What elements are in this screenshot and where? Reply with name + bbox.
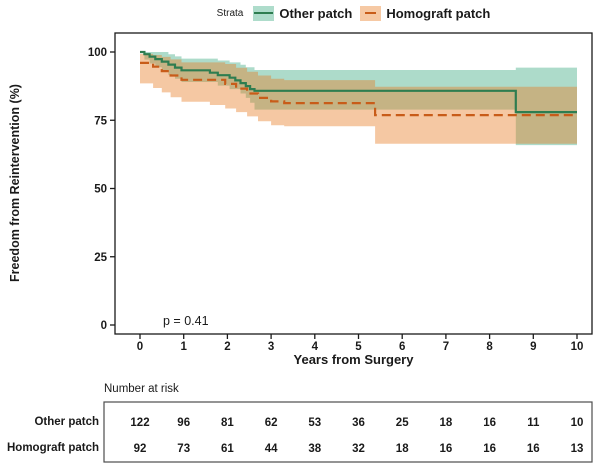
- risk-count-other-patch: 81: [221, 417, 234, 429]
- ci-band-homograft-patch: [140, 53, 577, 144]
- risk-count-homograft-patch: 38: [308, 443, 321, 455]
- risk-count-homograft-patch: 18: [396, 443, 409, 455]
- y-tick-label: 75: [94, 115, 107, 127]
- risk-row-label-other-patch: Other patch: [34, 416, 99, 428]
- legend-key-homograft-patch-icon: [360, 5, 382, 21]
- x-tick-label: 5: [355, 341, 362, 353]
- y-tick-label: 0: [101, 320, 107, 332]
- risk-count-other-patch: 25: [396, 417, 409, 429]
- legend-item-other-patch: Other patch: [253, 5, 353, 21]
- x-tick-label: 1: [180, 341, 187, 353]
- y-tick-label: 100: [88, 47, 107, 59]
- x-tick-label: 7: [443, 341, 449, 353]
- x-tick-label: 6: [399, 341, 405, 353]
- risk-table-title: Number at risk: [104, 383, 179, 395]
- risk-count-homograft-patch: 92: [134, 443, 147, 455]
- legend: Strata Other patch Homograft patch: [115, 3, 592, 23]
- risk-count-other-patch: 10: [571, 417, 584, 429]
- risk-count-other-patch: 122: [130, 417, 149, 429]
- survival-curve-homograft-patch: [140, 61, 577, 117]
- risk-count-other-patch: 53: [308, 417, 321, 429]
- risk-row-label-homograft-patch: Homograft patch: [7, 442, 99, 454]
- risk-count-homograft-patch: 61: [221, 443, 234, 455]
- risk-count-homograft-patch: 16: [483, 443, 496, 455]
- x-tick-label: 2: [224, 341, 230, 353]
- risk-count-other-patch: 11: [527, 417, 540, 429]
- x-tick-label: 10: [571, 341, 584, 353]
- x-tick-label: 0: [137, 341, 143, 353]
- legend-key-other-patch-icon: [253, 5, 275, 21]
- legend-item-homograft-patch: Homograft patch: [360, 5, 491, 21]
- risk-count-other-patch: 36: [352, 417, 365, 429]
- risk-count-homograft-patch: 16: [440, 443, 453, 455]
- risk-table-box: [103, 401, 593, 463]
- x-axis-title: Years from Surgery: [293, 352, 414, 367]
- risk-count-other-patch: 16: [483, 417, 496, 429]
- risk-count-homograft-patch: 32: [352, 443, 365, 455]
- y-axis-title: Freedom from Reintervention (%): [8, 84, 22, 282]
- risk-count-homograft-patch: 13: [571, 443, 584, 455]
- ci-band-other-patch: [140, 52, 577, 146]
- risk-count-other-patch: 18: [440, 417, 453, 429]
- risk-count-other-patch: 62: [265, 417, 278, 429]
- y-tick-label: 25: [94, 252, 107, 264]
- risk-count-homograft-patch: 73: [177, 443, 190, 455]
- x-tick-label: 8: [486, 341, 493, 353]
- survival-curve-other-patch: [140, 50, 577, 114]
- legend-label-homograft-patch: Homograft patch: [386, 5, 491, 21]
- risk-count-homograft-patch: 16: [527, 443, 540, 455]
- legend-title: Strata: [216, 7, 244, 19]
- p-value-annotation: p = 0.41: [163, 314, 209, 328]
- plot-panel-border: [114, 32, 593, 335]
- x-tick-label: 4: [312, 341, 319, 353]
- dashed-line-icon: [365, 11, 377, 15]
- legend-label-other-patch: Other patch: [279, 5, 353, 21]
- risk-count-homograft-patch: 44: [265, 443, 278, 455]
- solid-line-icon: [254, 11, 274, 15]
- x-tick-label: 3: [268, 341, 274, 353]
- x-tick-label: 9: [530, 341, 536, 353]
- risk-count-other-patch: 96: [177, 417, 190, 429]
- y-tick-label: 50: [94, 184, 107, 196]
